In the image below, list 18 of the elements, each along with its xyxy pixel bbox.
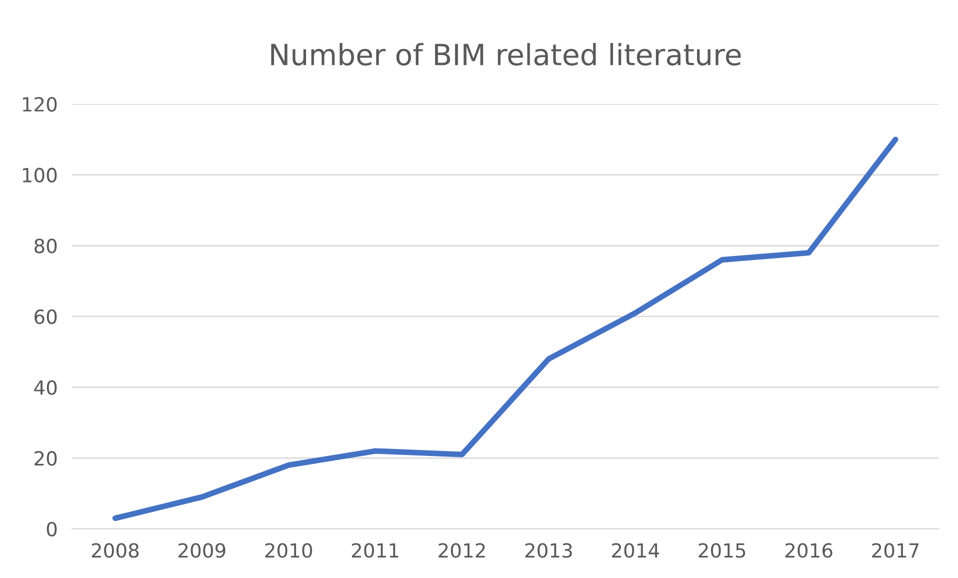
x-tick-label: 2011 xyxy=(352,543,398,558)
y-tick-label: 20 xyxy=(34,451,57,466)
y-tick-label: 120 xyxy=(22,96,57,112)
x-tick-label: 2012 xyxy=(438,543,485,558)
x-tick-label: 2014 xyxy=(612,543,660,558)
y-tick-label: 40 xyxy=(34,380,57,395)
y-tick-label: 80 xyxy=(34,238,57,254)
x-tick-label: 2017 xyxy=(872,543,919,558)
x-tick-label: 2009 xyxy=(178,543,226,558)
y-tick-label: 0 xyxy=(46,522,57,537)
x-tick-label: 2010 xyxy=(265,543,312,558)
x-tick-label: 2013 xyxy=(525,543,572,558)
y-tick-label: 60 xyxy=(34,309,57,324)
x-tick-label: 2015 xyxy=(698,543,746,558)
x-tick-label: 2008 xyxy=(92,543,139,558)
chart-title: Number of BIM related literature xyxy=(271,42,741,66)
y-tick-label: 100 xyxy=(22,168,57,183)
x-tick-label: 2016 xyxy=(785,543,832,558)
